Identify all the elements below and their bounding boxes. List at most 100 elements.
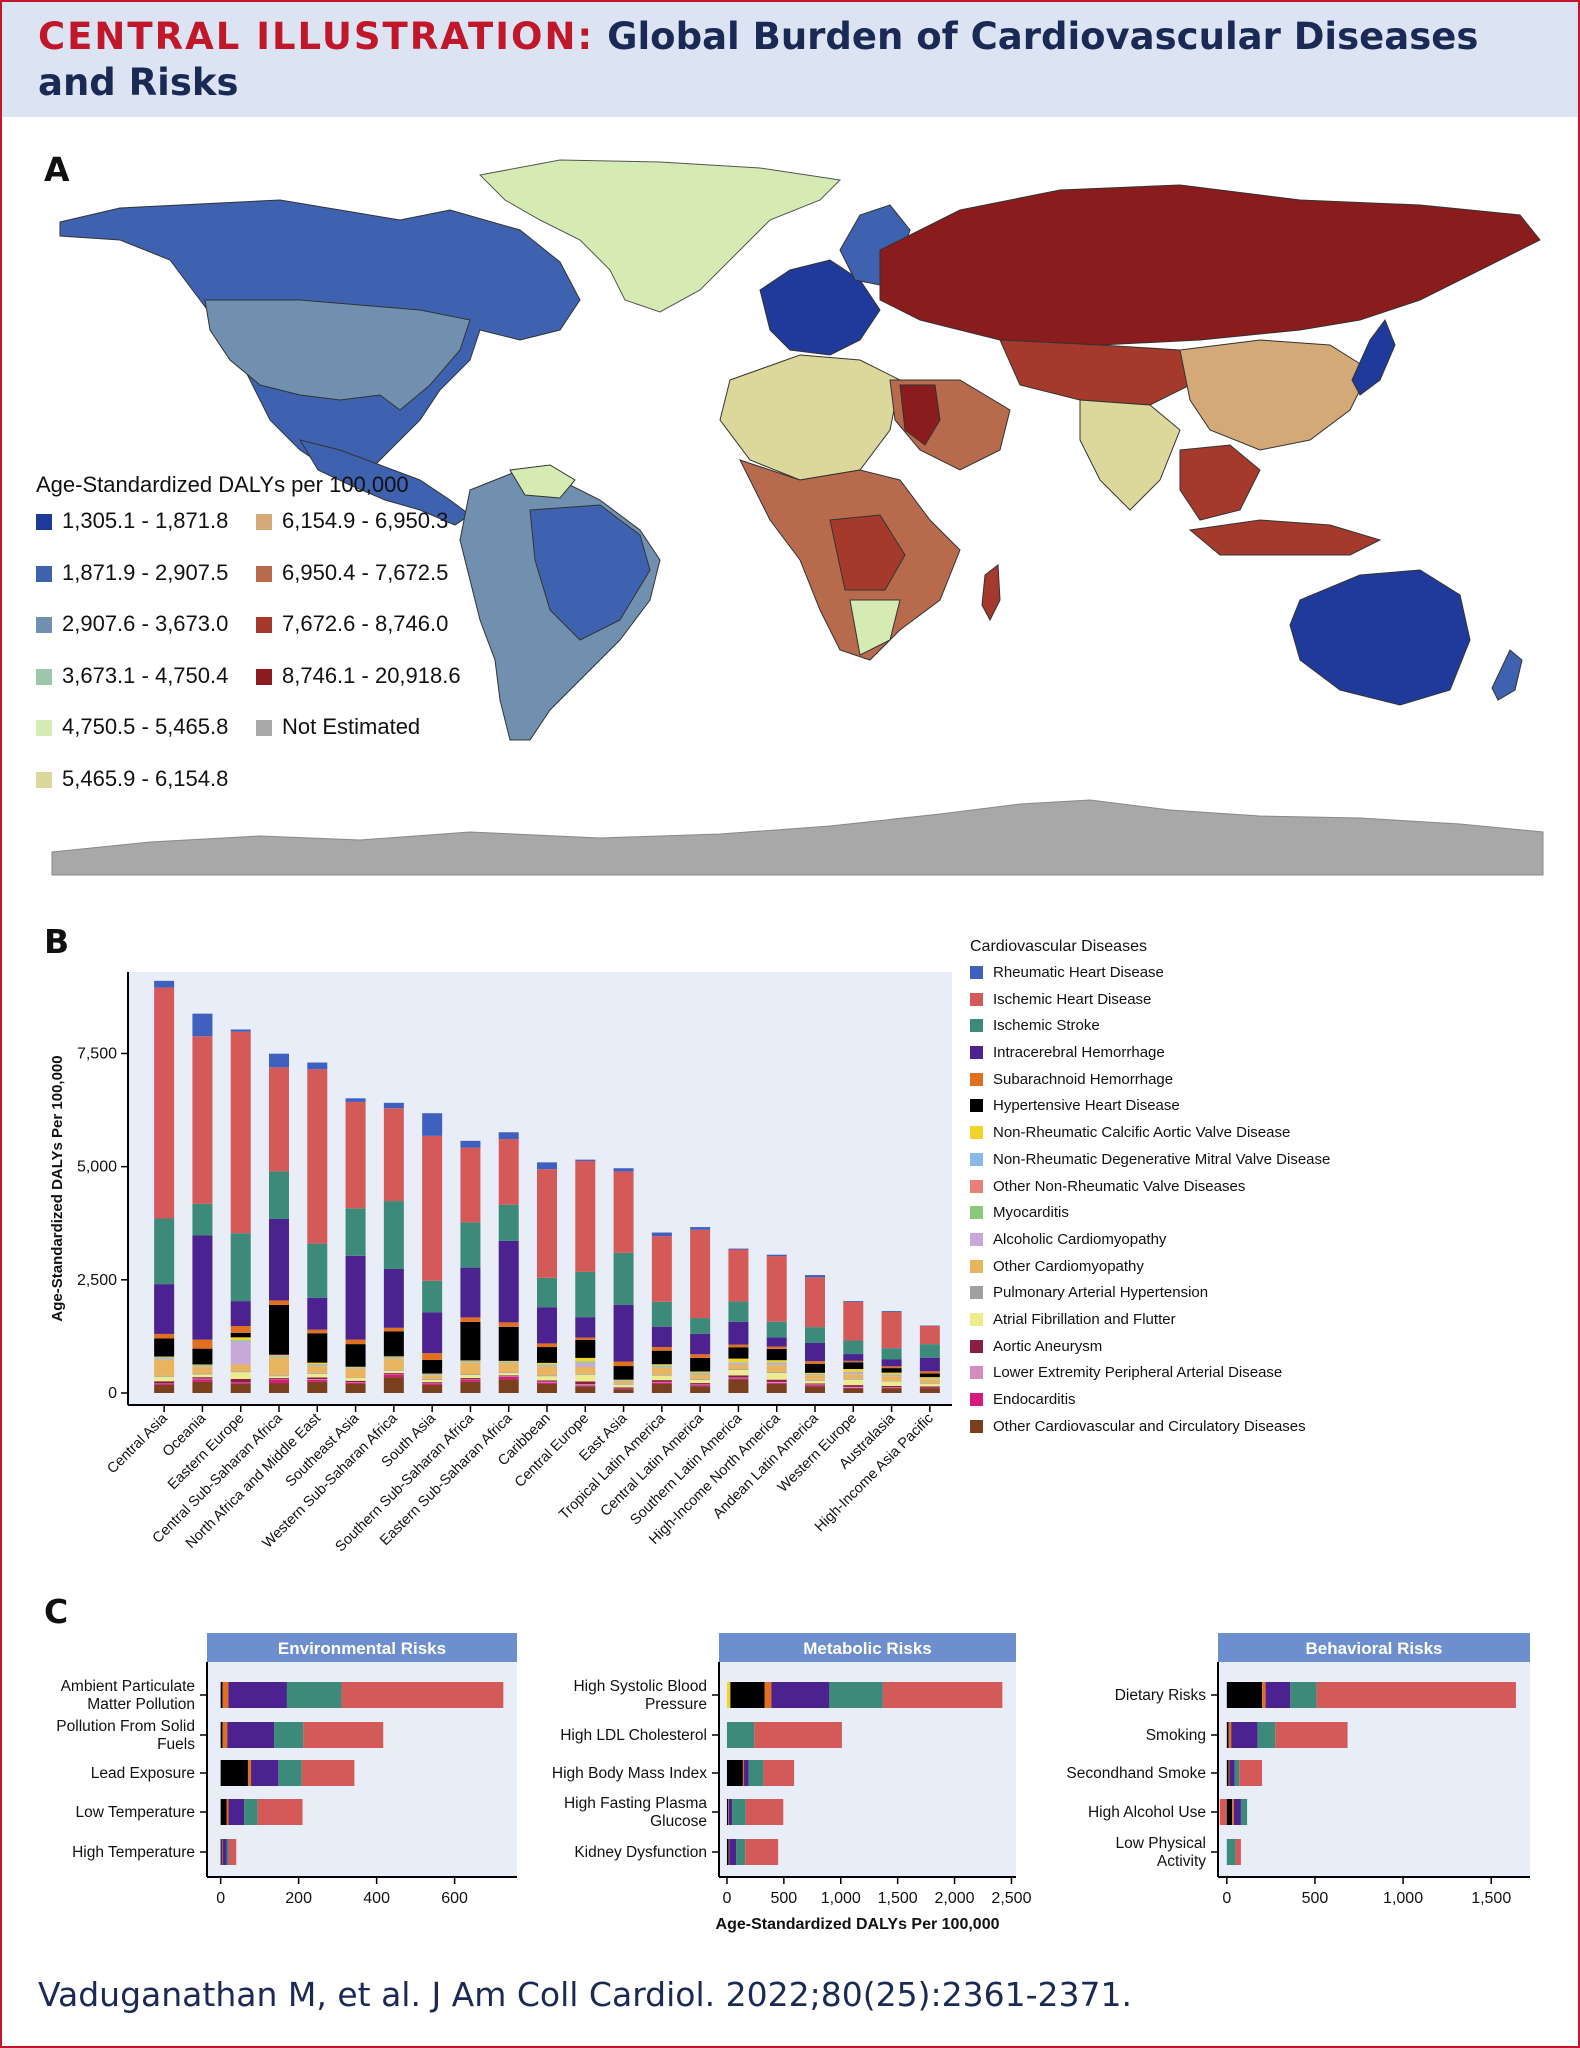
- cvd-legend-label: Other Non-Rheumatic Valve Diseases: [993, 1177, 1246, 1195]
- map-legend: Age-Standardized DALYs per 100,000 1,305…: [36, 472, 496, 791]
- map-legend-swatch: [36, 720, 52, 737]
- cvd-legend-item: Subarachnoid Hemorrhage: [970, 1071, 1330, 1098]
- map-legend-swatch: [36, 617, 52, 634]
- cvd-legend-swatch: [970, 1312, 983, 1326]
- map-legend-swatch: [36, 668, 52, 685]
- cvd-legend-label: Rheumatic Heart Disease: [993, 964, 1164, 981]
- cvd-legend-swatch: [970, 1072, 983, 1086]
- cvd-legend-swatch: [970, 1126, 983, 1140]
- map-legend-label: 5,465.9 - 6,154.8: [62, 766, 229, 791]
- cvd-legend-label: Alcoholic Cardiomyopathy: [993, 1230, 1167, 1248]
- cvd-legend-label: Pulmonary Arterial Hypertension: [993, 1284, 1209, 1302]
- header-band: [2, 2, 1578, 117]
- map-legend-label: Not Estimated: [282, 714, 421, 740]
- map-legend-swatch: [256, 617, 272, 634]
- cvd-legend-item: Non-Rheumatic Calcific Aortic Valve Dise…: [970, 1124, 1330, 1151]
- cvd-legend-swatch: [970, 1152, 983, 1166]
- map-legend-label: 8,746.1 - 20,918.6: [282, 662, 461, 688]
- map-legend-label: 1,871.9 - 2,907.5: [62, 559, 229, 585]
- cvd-legend-swatch: [970, 992, 983, 1006]
- cvd-legend-swatch: [970, 1046, 983, 1060]
- cvd-legend-swatch: [970, 1419, 983, 1433]
- europe-west-shape: [759, 259, 881, 356]
- map-legend-label: 3,673.1 - 4,750.4: [62, 662, 229, 688]
- japan-shape: [1351, 318, 1396, 396]
- cvd-legend-swatch: [970, 1259, 983, 1273]
- cvd-legend-item: Ischemic Heart Disease: [970, 991, 1330, 1018]
- map-legend-item: 2,907.6 - 3,673.0: [36, 611, 228, 637]
- new-zealand-shape: [1491, 649, 1523, 701]
- cvd-legend: Cardiovascular Diseases Rheumatic Heart …: [970, 938, 1330, 1444]
- cvd-legend-title: Cardiovascular Diseases: [970, 938, 1147, 955]
- eurasia-north-shape: [879, 184, 1541, 346]
- map-legend-swatch: [36, 772, 52, 788]
- cvd-legend-item: Alcoholic Cardiomyopathy: [970, 1231, 1330, 1258]
- cvd-legend-swatch: [970, 1366, 983, 1380]
- cvd-legend-label: Myocarditis: [993, 1204, 1069, 1222]
- citation: Vaduganathan M, et al. J Am Coll Cardiol…: [38, 1975, 1132, 2014]
- page-title: CENTRAL ILLUSTRATION: Global Burden of C…: [38, 14, 1538, 106]
- map-legend-label: 4,750.5 - 5,465.8: [62, 714, 229, 740]
- central-asia-shape: [999, 339, 1201, 406]
- greenland-shape: [478, 159, 842, 313]
- map-legend-item: 6,154.9 - 6,950.3: [256, 508, 448, 534]
- madagascar-shape: [981, 564, 1001, 622]
- cvd-legend-item: Other Cardiovascular and Circulatory Dis…: [970, 1418, 1330, 1445]
- antarctica-shape: [51, 799, 1544, 876]
- cvd-legend-swatch: [970, 1232, 983, 1246]
- cvd-legend-swatch: [970, 1339, 983, 1353]
- cvd-legend-label: Hypertensive Heart Disease: [993, 1097, 1180, 1115]
- cvd-legend-item: Non-Rheumatic Degenerative Mitral Valve …: [970, 1151, 1330, 1178]
- cvd-legend-label: Other Cardiovascular and Circulatory Dis…: [993, 1417, 1306, 1435]
- panel-label-c: C: [44, 1592, 69, 1631]
- cvd-legend-item: Endocarditis: [970, 1391, 1330, 1418]
- cvd-legend-label: Aortic Aneurysm: [993, 1337, 1103, 1355]
- title-rest: Global Burden of Cardiovascular Diseases…: [38, 15, 1479, 104]
- cvd-legend-item: Lower Extremity Peripheral Arterial Dise…: [970, 1364, 1330, 1391]
- cvd-legend-label: Other Cardiomyopathy: [993, 1257, 1144, 1275]
- cvd-legend-swatch: [970, 966, 983, 979]
- cvd-legend-item: Other Non-Rheumatic Valve Diseases: [970, 1178, 1330, 1205]
- central-africa-shape: [829, 514, 906, 591]
- cvd-legend-item: Hypertensive Heart Disease: [970, 1097, 1330, 1124]
- cvd-legend-swatch: [970, 1179, 983, 1193]
- cvd-legend-label: Lower Extremity Peripheral Arterial Dise…: [993, 1364, 1283, 1382]
- map-landmasses: [51, 159, 1544, 876]
- map-legend-swatch: [36, 514, 52, 530]
- map-legend-swatch: [256, 565, 272, 582]
- map-legend-item: 7,672.6 - 8,746.0: [256, 611, 448, 637]
- map-legend-label: 6,950.4 - 7,672.5: [282, 559, 449, 585]
- cvd-legend-item: Ischemic Stroke: [970, 1017, 1330, 1044]
- cvd-legend-swatch: [970, 1019, 983, 1033]
- map-legend-swatch: [256, 668, 272, 685]
- map-legend-title: Age-Standardized DALYs per 100,000: [36, 472, 409, 497]
- map-legend-item: 8,746.1 - 20,918.6: [256, 663, 461, 689]
- south-asia-shape: [1079, 399, 1181, 511]
- cvd-legend-item: Pulmonary Arterial Hypertension: [970, 1284, 1330, 1311]
- indonesia-shape: [1188, 519, 1382, 556]
- cvd-legend-swatch: [970, 1099, 983, 1113]
- cvd-legend-swatch: [970, 1206, 983, 1220]
- map-legend-label: 1,305.1 - 1,871.8: [62, 508, 229, 533]
- title-prefix: CENTRAL ILLUSTRATION:: [38, 15, 595, 58]
- usa-shape: [204, 299, 471, 411]
- map-legend-label: 2,907.6 - 3,673.0: [62, 611, 229, 637]
- egypt-shape: [899, 384, 941, 446]
- map-legend-item: Not Estimated: [256, 714, 420, 740]
- cvd-legend-item: Atrial Fibrillation and Flutter: [970, 1311, 1330, 1338]
- map-legend-item: 4,750.5 - 5,465.8: [36, 714, 228, 740]
- cvd-legend-item: Other Cardiomyopathy: [970, 1258, 1330, 1285]
- venezuela-shape: [509, 464, 576, 499]
- cvd-legend-label: Subarachnoid Hemorrhage: [993, 1070, 1174, 1088]
- cvd-legend-item: Aortic Aneurysm: [970, 1338, 1330, 1365]
- cvd-legend-swatch: [970, 1393, 983, 1406]
- panel-label-a: A: [44, 150, 70, 189]
- brazil-shape: [529, 504, 651, 641]
- central-america-shape: [298, 439, 471, 526]
- cvd-legend-label: Endocarditis: [993, 1391, 1076, 1408]
- cvd-legend-label: Ischemic Heart Disease: [993, 990, 1152, 1008]
- map-legend-item: 1,871.9 - 2,907.5: [36, 560, 228, 586]
- cvd-legend-item: Rheumatic Heart Disease: [970, 964, 1330, 991]
- cvd-legend-label: Non-Rheumatic Degenerative Mitral Valve …: [993, 1150, 1331, 1168]
